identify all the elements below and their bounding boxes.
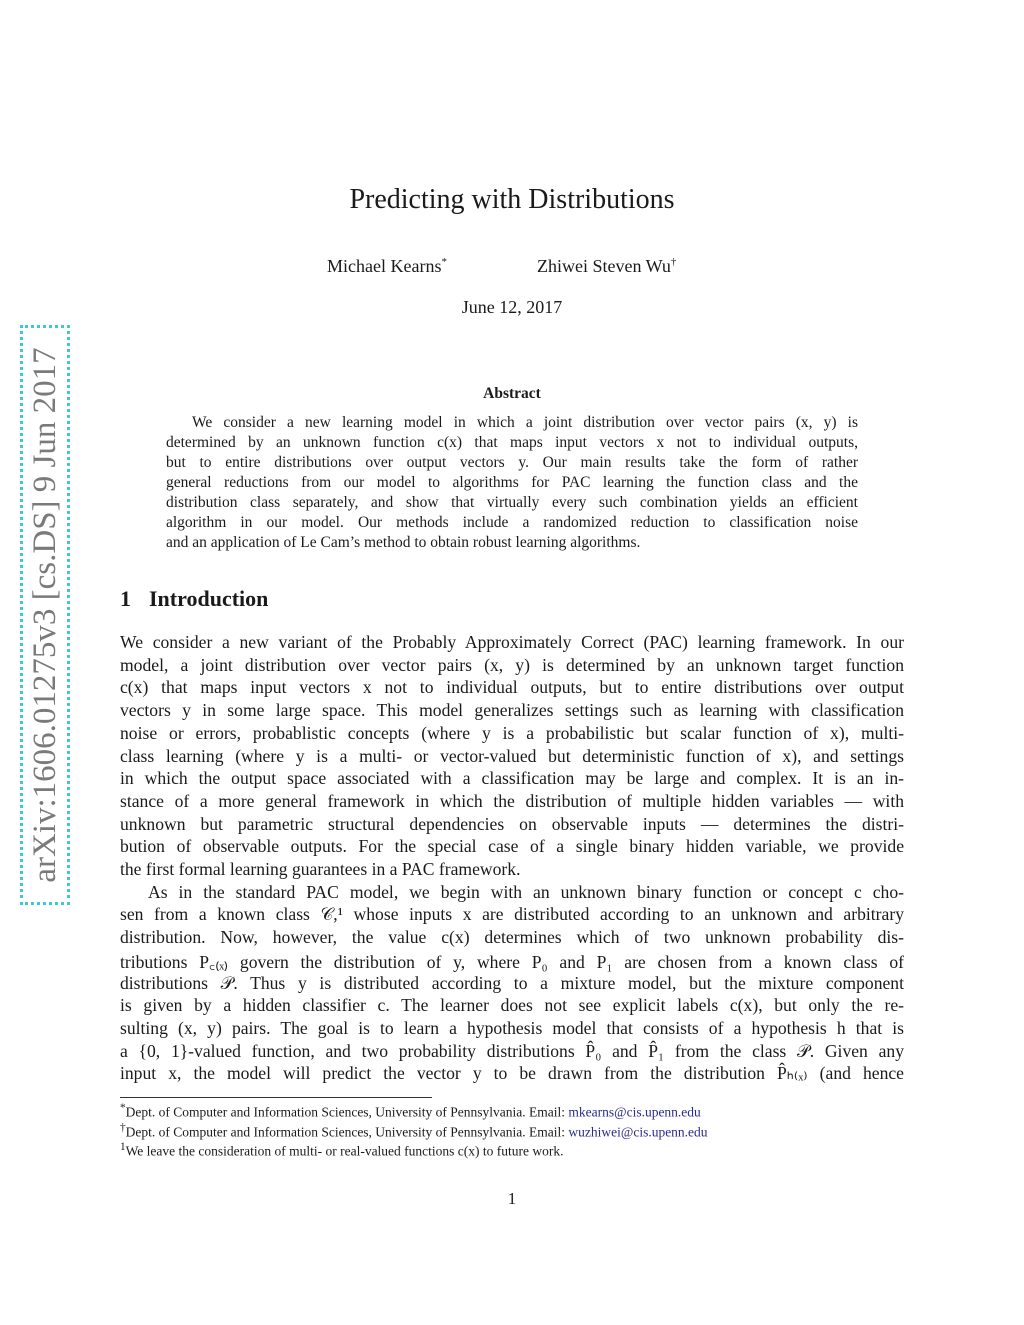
paragraph-line: noise or errors, probablistic concepts (…: [120, 722, 904, 743]
paragraph-line: vectors y in some large space. This mode…: [120, 700, 904, 721]
footnote-mark: *: [120, 1102, 126, 1114]
footnote-mark: †: [120, 1122, 126, 1134]
author-mark: *: [441, 256, 447, 268]
paragraph-line: distribution. Now, however, the value c(…: [120, 927, 904, 948]
footnote-text: We leave the consideration of multi- or …: [125, 1143, 564, 1159]
abstract-line: distribution class separately, and show …: [166, 494, 858, 511]
abstract-line: algorithm in our model. Our methods incl…: [166, 514, 858, 531]
section-number: 1: [120, 586, 131, 611]
page-number: 1: [507, 1189, 517, 1208]
paragraph-line: model, a joint distribution over vector …: [120, 654, 904, 675]
abstract-line: but to entire distributions over output …: [166, 454, 858, 471]
author-mark: †: [670, 256, 677, 268]
abstract-line: We consider a new learning model in whic…: [192, 414, 858, 431]
abstract-line: determined by an unknown function c(x) t…: [166, 434, 858, 451]
abstract-line: and an application of Le Cam’s method to…: [166, 534, 641, 551]
author-2: Zhiwei Steven Wu†: [537, 256, 676, 277]
paragraph-line: is given by a hidden classifier c. The l…: [120, 995, 904, 1016]
paragraph-line: sen from a known class 𝒞,¹ whose inputs …: [120, 904, 904, 925]
section-title: Introduction: [149, 586, 269, 611]
abstract-heading: Abstract: [483, 385, 541, 402]
paragraph-line: sulting (x, y) pairs. The goal is to lea…: [120, 1017, 904, 1038]
paragraph-line: distributions 𝒫. Thus y is distributed a…: [120, 972, 904, 993]
footnote-mark: 1: [120, 1141, 126, 1153]
paragraph-line: a {0, 1}-valued function, and two probab…: [120, 1040, 904, 1061]
section-heading: 1 Introduction: [120, 586, 268, 612]
author-1: Michael Kearns*: [327, 256, 447, 277]
paragraph-line: bution of observable outputs. For the sp…: [120, 836, 904, 857]
paragraph-line: unknown but parametric structural depend…: [120, 813, 904, 834]
arxiv-stamp: arXiv:1606.01275v3 [cs.DS] 9 Jun 2017: [20, 325, 70, 905]
abstract-line: general reductions from our model to alg…: [166, 474, 858, 491]
footnote-3: 1We leave the consideration of multi- or…: [120, 1141, 564, 1160]
paragraph-line: We consider a new variant of the Probabl…: [120, 632, 904, 652]
footnote-text: Dept. of Computer and Information Scienc…: [125, 1104, 569, 1120]
paper-date: June 12, 2017: [461, 297, 563, 317]
paragraph-line: As in the standard PAC model, we begin w…: [148, 881, 904, 902]
footnote-text: Dept. of Computer and Information Scienc…: [125, 1124, 569, 1140]
paragraph-line: class learning (where y is a multi- or v…: [120, 745, 904, 766]
footnote-2: †Dept. of Computer and Information Scien…: [120, 1122, 708, 1141]
footnote-rule: [120, 1097, 432, 1098]
footnote-1: *Dept. of Computer and Information Scien…: [120, 1102, 701, 1121]
paragraph-line: in which the output space associated wit…: [120, 768, 904, 789]
paragraph-line: stance of a more general framework in wh…: [120, 790, 904, 811]
paragraph-line: tributions P꜀₍ₓ₎ govern the distribution…: [120, 951, 904, 972]
author-name: Michael Kearns: [327, 256, 442, 276]
paragraph-line: the first formal learning guarantees in …: [120, 859, 521, 879]
paragraph-line: input x, the model will predict the vect…: [120, 1063, 904, 1084]
paper-title: Predicting with Distributions: [349, 184, 675, 215]
author-name: Zhiwei Steven Wu: [537, 256, 671, 276]
paragraph-line: c(x) that maps input vectors x not to in…: [120, 677, 904, 698]
email-link[interactable]: mkearns@cis.upenn.edu: [568, 1104, 701, 1120]
email-link[interactable]: wuzhiwei@cis.upenn.edu: [568, 1124, 708, 1140]
